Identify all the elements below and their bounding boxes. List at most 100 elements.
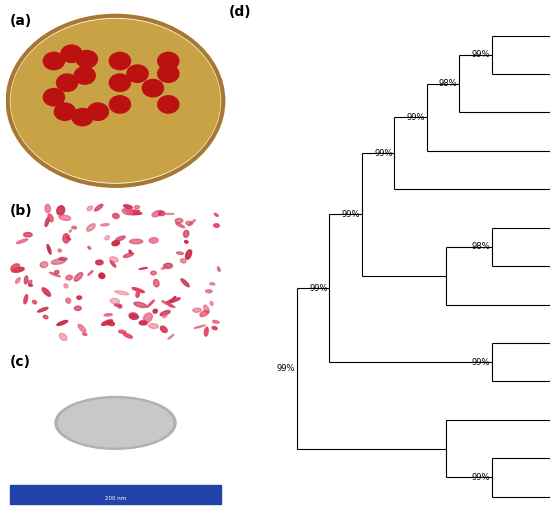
Ellipse shape [164, 263, 173, 268]
Ellipse shape [168, 334, 174, 339]
Text: 200 nm: 200 nm [105, 496, 126, 501]
Ellipse shape [129, 250, 131, 253]
Text: (c): (c) [10, 355, 31, 369]
Ellipse shape [110, 261, 115, 267]
Ellipse shape [210, 301, 213, 306]
Ellipse shape [126, 212, 142, 215]
Ellipse shape [28, 280, 32, 284]
Ellipse shape [204, 305, 209, 313]
Ellipse shape [24, 295, 28, 303]
Ellipse shape [47, 245, 51, 254]
Ellipse shape [59, 215, 70, 220]
Ellipse shape [42, 288, 51, 296]
Text: 99%: 99% [406, 113, 425, 121]
Ellipse shape [37, 308, 48, 312]
Ellipse shape [160, 311, 170, 316]
Ellipse shape [16, 239, 28, 244]
Ellipse shape [48, 214, 53, 222]
Ellipse shape [99, 273, 105, 279]
Circle shape [142, 80, 163, 97]
Ellipse shape [118, 306, 122, 308]
Ellipse shape [129, 313, 138, 318]
Circle shape [76, 51, 97, 68]
Ellipse shape [55, 397, 176, 449]
Ellipse shape [15, 278, 20, 283]
Circle shape [158, 96, 179, 113]
Ellipse shape [105, 236, 109, 240]
Ellipse shape [87, 224, 95, 231]
Ellipse shape [162, 314, 167, 318]
Ellipse shape [147, 300, 155, 307]
Ellipse shape [110, 298, 119, 304]
Ellipse shape [32, 300, 37, 304]
Text: 99%: 99% [309, 284, 328, 293]
Ellipse shape [213, 224, 219, 227]
Text: 98%: 98% [439, 79, 458, 88]
Ellipse shape [125, 210, 140, 211]
Ellipse shape [102, 320, 113, 325]
Ellipse shape [139, 321, 147, 325]
Ellipse shape [176, 223, 185, 227]
Circle shape [158, 65, 179, 82]
Ellipse shape [186, 221, 192, 225]
Text: 99%: 99% [471, 473, 490, 482]
Ellipse shape [43, 315, 48, 318]
Ellipse shape [59, 333, 67, 341]
Ellipse shape [69, 230, 72, 232]
Ellipse shape [88, 270, 93, 276]
Text: 99%: 99% [471, 50, 490, 59]
Ellipse shape [66, 237, 71, 240]
Ellipse shape [166, 214, 174, 215]
Circle shape [54, 103, 75, 120]
Ellipse shape [95, 204, 103, 211]
Ellipse shape [185, 240, 188, 243]
Ellipse shape [130, 239, 143, 244]
Ellipse shape [205, 327, 208, 336]
Ellipse shape [210, 283, 215, 285]
Bar [10, 485, 221, 504]
Ellipse shape [78, 325, 86, 332]
Circle shape [74, 67, 95, 84]
Ellipse shape [40, 262, 48, 268]
Ellipse shape [45, 218, 49, 226]
Ellipse shape [161, 326, 167, 332]
Ellipse shape [119, 330, 126, 333]
Text: 99%: 99% [277, 364, 295, 373]
Ellipse shape [57, 206, 65, 215]
Ellipse shape [144, 313, 152, 323]
Ellipse shape [134, 302, 147, 308]
Ellipse shape [74, 272, 82, 281]
Ellipse shape [123, 253, 134, 257]
Ellipse shape [161, 267, 166, 269]
Ellipse shape [59, 257, 67, 260]
Ellipse shape [152, 210, 162, 217]
Ellipse shape [181, 279, 189, 287]
Ellipse shape [58, 249, 62, 252]
Ellipse shape [88, 247, 91, 249]
Ellipse shape [50, 272, 60, 277]
Ellipse shape [132, 287, 144, 293]
Ellipse shape [148, 324, 158, 328]
Ellipse shape [66, 275, 73, 280]
Ellipse shape [180, 258, 186, 263]
Ellipse shape [12, 267, 24, 272]
Ellipse shape [136, 292, 139, 297]
Text: 99%: 99% [342, 210, 360, 219]
Circle shape [109, 52, 130, 70]
Circle shape [158, 52, 179, 70]
Ellipse shape [29, 284, 32, 286]
Ellipse shape [104, 314, 112, 316]
Ellipse shape [107, 322, 114, 326]
Ellipse shape [123, 333, 133, 338]
Ellipse shape [217, 267, 220, 271]
Ellipse shape [134, 206, 140, 209]
Ellipse shape [57, 321, 68, 325]
Circle shape [61, 45, 82, 63]
Ellipse shape [11, 264, 20, 271]
Ellipse shape [175, 219, 183, 223]
Ellipse shape [82, 333, 87, 336]
Ellipse shape [63, 234, 69, 243]
Circle shape [87, 103, 108, 120]
Ellipse shape [169, 305, 175, 308]
Text: (d): (d) [229, 5, 251, 19]
